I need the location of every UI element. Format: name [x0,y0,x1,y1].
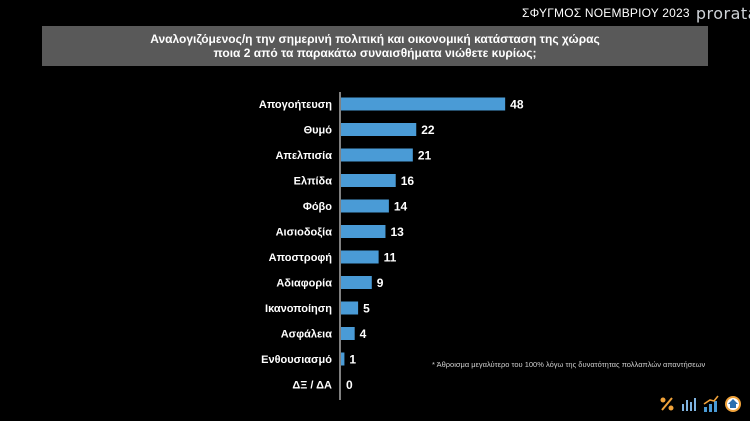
bar [341,352,345,366]
brand-header: ΣΦΥΓΜΟΣ ΝΟΕΜΒΡΙΟΥ 2023 prorata [522,3,750,23]
category-label: Αδιαφορία [276,278,332,290]
value-label: 0 [346,378,353,392]
category-label: ΔΞ / ΔΑ [292,380,332,392]
house-badge-icon [724,395,742,413]
question-line-1: Αναλογιζόμενος/η την σημερινή πολιτική κ… [150,32,600,46]
bar [341,199,389,213]
value-label: 22 [421,123,435,137]
value-label: 14 [394,200,408,214]
category-label: Θυμό [304,125,333,137]
category-label: Ικανοποίηση [265,303,332,315]
value-label: 1 [349,353,356,367]
category-label: Φόβο [303,201,332,213]
question-header: Αναλογιζόμενος/η την σημερινή πολιτική κ… [42,26,708,66]
bar [341,250,379,264]
category-label: Ασφάλεια [281,329,332,341]
prorata-logo: prorata [695,3,750,23]
bar [341,276,372,289]
category-label: Απελπισία [275,150,332,162]
bar [341,97,506,111]
value-label: 16 [401,174,415,188]
bar [341,148,413,162]
value-label: 21 [418,149,432,163]
bar [341,174,396,187]
percent-icon [658,395,676,413]
category-label: Αποστροφή [269,252,333,264]
bar [341,301,359,315]
value-label: 4 [360,327,367,341]
value-label: 13 [390,225,404,239]
bar [341,327,355,340]
bar [341,123,417,136]
category-label: Ενθουσιασμό [261,354,332,366]
trend-chart-icon [702,395,720,413]
survey-title: ΣΦΥΓΜΟΣ ΝΟΕΜΒΡΙΟΥ 2023 [522,6,690,20]
category-label: Απογοήτευση [259,99,332,111]
bars-layer: Απογοήτευση 48 Θυμό 22 Απελπισία 21 Ελπίδα 16 Φό… [259,97,524,392]
footer-icons [658,395,742,413]
value-label: 9 [377,276,384,290]
footnote: * Άθροισμα μεγαλύτερο του 100% λόγω της … [432,360,706,369]
value-label: 48 [510,98,524,112]
value-label: 5 [363,302,370,316]
question-line-2: ποια 2 από τα παρακάτω συναισθήματα νιώθ… [213,46,537,60]
bar-chart-icon [680,395,698,413]
value-label: 11 [384,251,397,265]
bar [341,225,386,238]
category-label: Ελπίδα [294,176,333,188]
category-label: Αισιοδοξία [276,227,333,239]
